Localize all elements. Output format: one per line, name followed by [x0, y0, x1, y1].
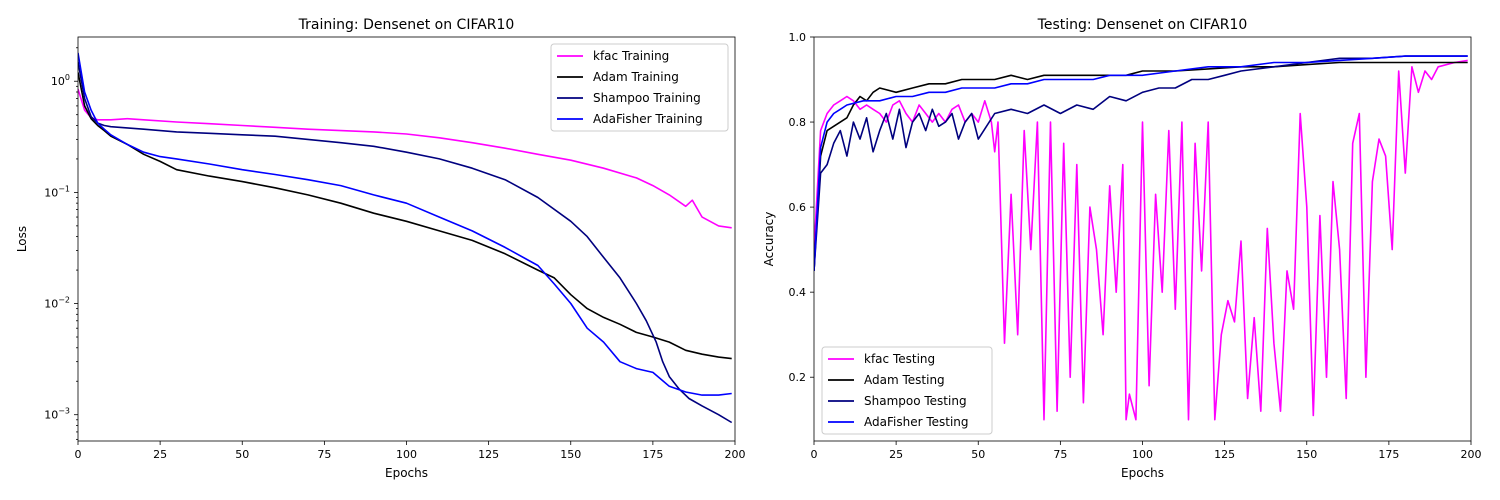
x-axis-label: Epochs: [1121, 466, 1164, 480]
x-axis-label: Epochs: [385, 466, 428, 480]
y-tick-exponent: 0: [65, 73, 70, 82]
series-group: [814, 55, 1468, 421]
legend-entry-adam-training: Adam Training: [593, 70, 679, 84]
y-tick-label: 10−3: [44, 407, 70, 422]
y-tick-label: 0.8: [789, 116, 807, 129]
series-line-shampoo-testing: [814, 55, 1468, 271]
legend-box: [821, 346, 993, 435]
y-tick-base: 10: [51, 75, 65, 88]
y-axis-label: Accuracy: [762, 212, 776, 267]
x-tick-label: 175: [642, 448, 663, 461]
chart-title: Training: Densenet on CIFAR10: [298, 17, 515, 33]
legend-entry-adam-testing: Adam Testing: [864, 373, 945, 387]
x-tick-label: 50: [235, 448, 249, 461]
y-tick-base: 10: [44, 186, 58, 199]
x-tick-label: 25: [889, 448, 903, 461]
series-line-adafisher-testing: [814, 55, 1468, 271]
training-loss-chart: 0 25 50 75 100 125 150 175 20010010−110−210−3Tra…: [15, 17, 746, 480]
y-tick-label: 0.4: [789, 286, 807, 299]
legend-entry-kfac-training: kfac Training: [593, 49, 669, 63]
y-axis-label: Loss: [15, 226, 29, 252]
series-line-adafisher-training: [78, 52, 732, 396]
legend: kfac Training Adam Training Shampoo Traini…: [550, 43, 729, 132]
y-tick-label: 100: [51, 73, 70, 88]
y-tick-base: 10: [44, 409, 58, 422]
y-tick-label: 1.0: [789, 31, 807, 44]
x-tick-label: 0: [811, 448, 818, 461]
y-tick-label: 0.6: [789, 201, 807, 214]
y-tick-label: 10−2: [44, 296, 70, 311]
x-tick-label: 25: [153, 448, 167, 461]
legend: kfac Testing Adam Testing Shampoo Testing A…: [821, 346, 993, 435]
series-line-adam-training: [78, 72, 732, 360]
testing-accuracy-chart: 0 25 50 75 100 125 150 175 200 0.2 0.4 0.6 0.8 1.0 Tes…: [762, 17, 1482, 480]
x-tick-label: 100: [396, 448, 417, 461]
x-tick-label: 125: [1214, 448, 1235, 461]
legend-entry-shampoo-training: Shampoo Training: [593, 91, 701, 105]
y-tick-exponent: −1: [58, 184, 70, 193]
y-tick-exponent: −2: [58, 296, 70, 305]
series-group: [78, 52, 733, 424]
series-line-shampoo-training: [78, 61, 733, 424]
legend-entry-shampoo-testing: Shampoo Testing: [864, 394, 967, 408]
legend-box: [550, 43, 729, 132]
series-line-kfac-testing: [814, 59, 1468, 421]
chart-title: Testing: Densenet on CIFAR10: [1037, 17, 1248, 33]
y-tick-label: 10−1: [44, 184, 70, 199]
y-tick-label: 0.2: [789, 371, 807, 384]
legend-entry-adafisher-testing: AdaFisher Testing: [864, 415, 969, 429]
x-tick-label: 150: [560, 448, 581, 461]
x-tick-label: 125: [478, 448, 499, 461]
x-tick-label: 200: [1461, 448, 1482, 461]
x-tick-label: 200: [725, 448, 746, 461]
y-tick-exponent: −3: [58, 407, 70, 416]
series-line-kfac-training: [78, 88, 732, 229]
x-tick-label: 75: [1053, 448, 1067, 461]
x-tick-label: 75: [317, 448, 331, 461]
x-tick-label: 175: [1378, 448, 1399, 461]
x-tick-label: 0: [75, 448, 82, 461]
x-tick-label: 50: [971, 448, 985, 461]
x-tick-label: 100: [1132, 448, 1153, 461]
legend-entry-adafisher-training: AdaFisher Training: [593, 112, 703, 126]
legend-entry-kfac-testing: kfac Testing: [864, 352, 935, 366]
x-tick-label: 150: [1296, 448, 1317, 461]
y-tick-base: 10: [44, 298, 58, 311]
